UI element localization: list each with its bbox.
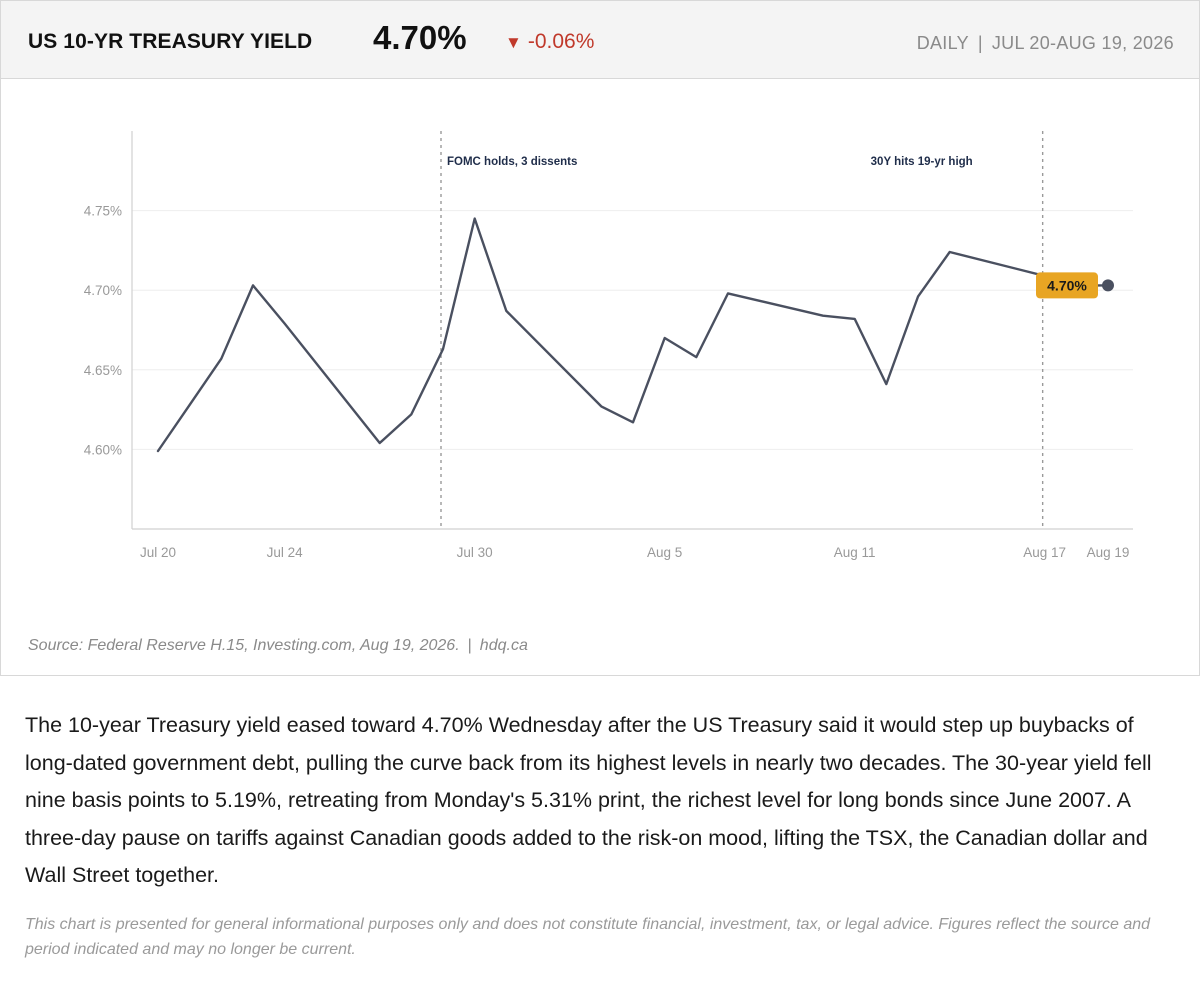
event-label: 30Y hits 19-yr high bbox=[871, 156, 973, 168]
chart-header: US 10-YR TREASURY YIELD 4.70% ▼ -0.06% DA… bbox=[1, 1, 1199, 79]
y-tick-label: 4.70% bbox=[84, 283, 122, 298]
x-axis-ticks: Jul 20 Jul 24 Jul 30 Aug 5 Aug 11 Aug 17 Aug 1… bbox=[140, 545, 1129, 560]
yield-change: ▼ -0.06% bbox=[505, 30, 594, 54]
x-tick-label: Aug 19 bbox=[1087, 545, 1130, 560]
date-range-label: JUL 20-AUG 19, 2026 bbox=[991, 33, 1174, 53]
source-text: Source: Federal Reserve H.15, Investing.… bbox=[28, 637, 460, 654]
grid-lines bbox=[132, 210, 1133, 450]
current-yield-value: 4.70% bbox=[373, 19, 467, 56]
yield-line bbox=[156, 217, 1078, 453]
yield-series bbox=[156, 217, 1078, 453]
x-tick-label: Jul 20 bbox=[140, 545, 176, 560]
source-note: Source: Federal Reserve H.15, Investing.… bbox=[28, 637, 528, 655]
y-axis-ticks: 4.75% 4.70% 4.65% 4.60% bbox=[84, 204, 122, 458]
down-arrow-icon: ▼ bbox=[505, 33, 522, 52]
chart-title: US 10-YR TREASURY YIELD bbox=[28, 30, 313, 53]
event-label: FOMC holds, 3 dissents bbox=[447, 156, 577, 168]
yield-change-value: -0.06% bbox=[527, 30, 595, 53]
yield-line-chart: FOMC holds, 3 dissents 30Y hits 19-yr hig… bbox=[84, 131, 1133, 560]
disclaimer-text: This chart is presented for general info… bbox=[25, 916, 1151, 958]
chart-axes bbox=[131, 131, 1133, 530]
period-separator: | bbox=[977, 33, 983, 53]
x-tick-label: Jul 30 bbox=[457, 545, 493, 560]
period-label: DAILY | JUL 20-AUG 19, 2026 bbox=[917, 33, 1174, 54]
source-separator: | bbox=[467, 637, 472, 654]
y-tick-label: 4.75% bbox=[84, 204, 122, 219]
chart-card: US 10-YR TREASURY YIELD 4.70% ▼ -0.06% DA… bbox=[0, 0, 1200, 676]
x-tick-label: Jul 24 bbox=[267, 545, 304, 560]
article-paragraph: The 10-year Treasury yield eased toward … bbox=[25, 713, 1152, 887]
last-value-badge bbox=[1036, 272, 1098, 299]
last-value-marker: 4.70% bbox=[1036, 272, 1114, 299]
source-site: hdq.ca bbox=[479, 637, 528, 654]
y-tick-label: 4.65% bbox=[84, 363, 122, 378]
last-value-dot bbox=[1102, 279, 1114, 292]
y-tick-label: 4.60% bbox=[84, 442, 122, 457]
last-value-label: 4.70% bbox=[1047, 277, 1087, 293]
x-tick-label: Aug 11 bbox=[834, 545, 876, 560]
x-tick-label: Aug 5 bbox=[647, 545, 682, 560]
frequency-label: DAILY bbox=[916, 33, 969, 53]
x-tick-label: Aug 17 bbox=[1023, 545, 1066, 560]
event-markers: FOMC holds, 3 dissents 30Y hits 19-yr hig… bbox=[440, 131, 1044, 529]
